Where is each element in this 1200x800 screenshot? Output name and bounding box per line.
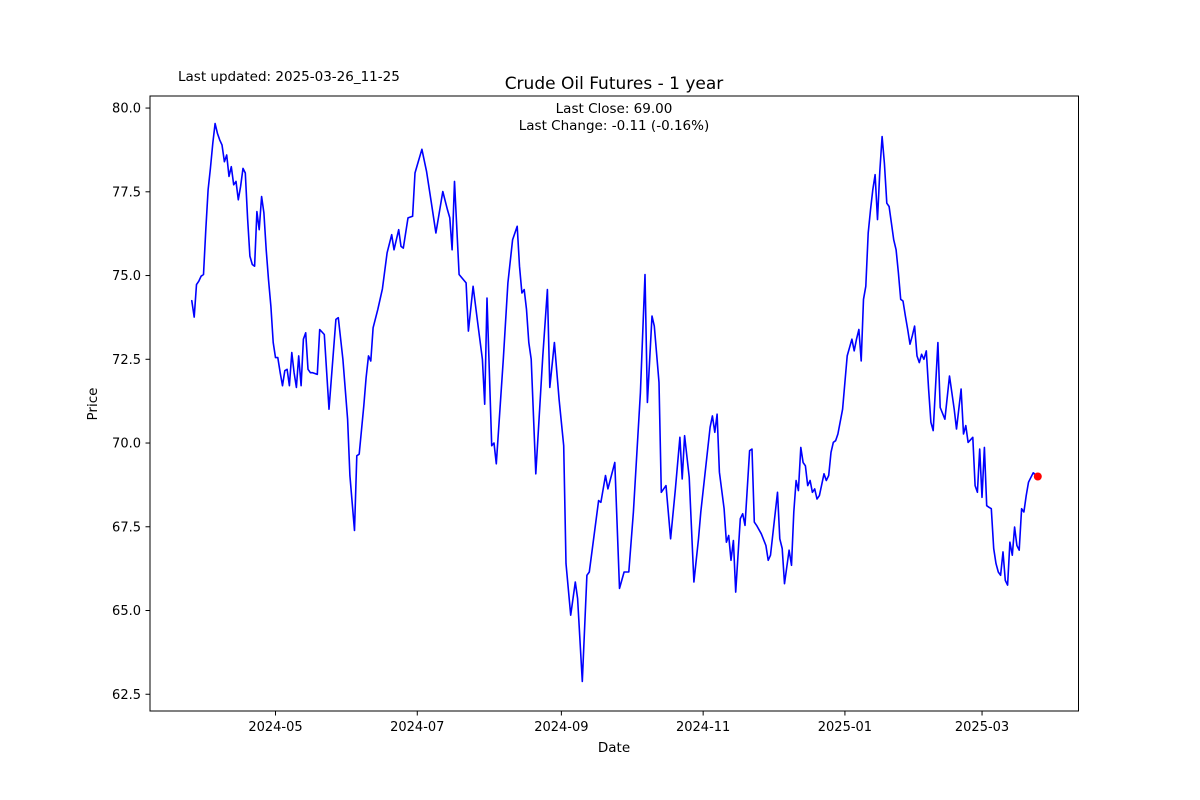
x-tick-label: 2025-01 <box>818 720 872 735</box>
x-tick-label: 2024-05 <box>248 720 302 735</box>
y-tick-label: 67.5 <box>112 520 141 535</box>
x-tick-label: 2024-07 <box>390 720 444 735</box>
last-updated-annotation: Last updated: 2025-03-26_11-25 <box>178 69 400 85</box>
x-tick-label: 2024-11 <box>676 720 730 735</box>
y-tick-label: 72.5 <box>112 353 141 368</box>
y-tick-label: 80.0 <box>112 102 141 117</box>
x-tick-label: 2024-09 <box>534 720 588 735</box>
y-tick-label: 75.0 <box>112 269 141 284</box>
subtitle-last-change: Last Change: -0.11 (-0.16%) <box>519 118 709 134</box>
y-tick-label: 70.0 <box>112 437 141 452</box>
subtitle-last-close: Last Close: 69.00 <box>556 101 673 117</box>
last-close-marker <box>1033 472 1042 481</box>
y-tick-label: 65.0 <box>112 604 141 619</box>
x-axis-ticks: 2024-05 2024-07 2024-09 2024-11 2025-01 2025-… <box>248 711 1009 735</box>
plot-area <box>149 95 1079 712</box>
y-axis-label: Price <box>85 388 101 421</box>
y-tick-label: 62.5 <box>112 688 141 703</box>
x-axis-label: Date <box>598 740 630 756</box>
price-line-series <box>191 122 1039 683</box>
y-axis-ticks: 62.5 65.0 67.5 70.0 72.5 75.0 77.5 80.0 <box>112 102 150 703</box>
chart-title: Crude Oil Futures - 1 year <box>505 74 724 94</box>
y-tick-label: 77.5 <box>112 185 141 200</box>
x-tick-label: 2025-03 <box>955 720 1009 735</box>
